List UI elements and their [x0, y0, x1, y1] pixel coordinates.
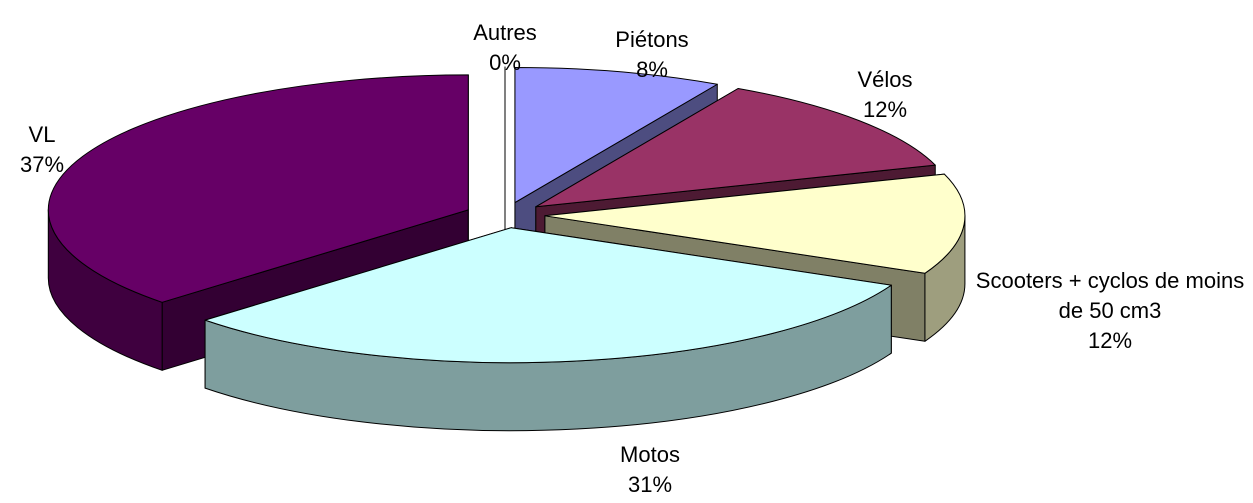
slice-label: Scooters + cyclos de moins de 50 cm3 12% [975, 266, 1245, 356]
value-label: 8% [636, 57, 668, 82]
slice-top [535, 88, 936, 208]
slice-label: Motos 31% [590, 440, 710, 500]
slice-label: VL 37% [2, 120, 82, 180]
slice-label: Piétons 8% [592, 25, 712, 85]
slice-top [514, 67, 718, 204]
slice [204, 227, 892, 432]
slice-label: Autres 0% [445, 18, 565, 78]
slice-top [47, 74, 469, 303]
category-name: Motos [620, 442, 680, 467]
slice-top [544, 173, 966, 274]
category-name: Piétons [615, 27, 689, 52]
slice-label: Vélos 12% [825, 65, 945, 125]
category-name: Vélos [857, 67, 913, 92]
slice-top [204, 227, 892, 364]
value-label: 12% [1087, 328, 1133, 353]
value-label: 12% [862, 97, 908, 122]
category-name: Autres [473, 20, 537, 45]
category-name: VL [28, 122, 56, 147]
value-label: 31% [627, 472, 673, 497]
value-label: 37% [19, 152, 65, 177]
value-label: 0% [489, 50, 521, 75]
category-name: Scooters + cyclos de moins de 50 cm3 [975, 268, 1245, 323]
